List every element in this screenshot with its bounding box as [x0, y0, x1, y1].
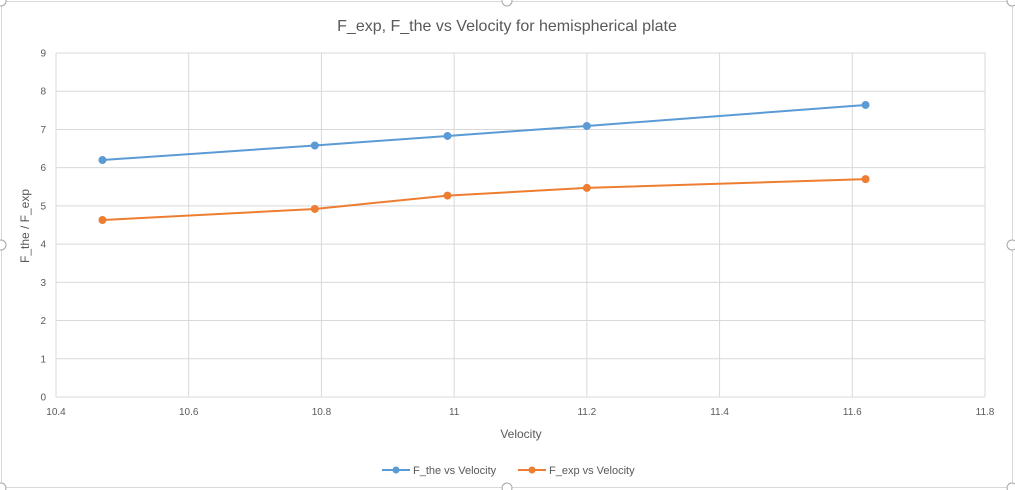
- y-tick-label: 5: [40, 201, 46, 212]
- legend-label: F_exp vs Velocity: [549, 465, 635, 477]
- y-tick-label: 6: [40, 163, 46, 174]
- legend: F_the vs Velocity F_exp vs Velocity: [382, 465, 635, 477]
- data-point: [582, 183, 591, 192]
- y-axis-label: F_the / F_exp: [18, 189, 32, 263]
- series-1: [98, 100, 870, 165]
- y-tick-label: 2: [40, 316, 46, 327]
- x-tick-label: 10.8: [312, 407, 332, 418]
- x-tick-labels: 10.4 10.6 10.8 11 11.2 11.4 11.6 11.8: [46, 407, 995, 418]
- data-point: [443, 131, 452, 140]
- data-point: [310, 141, 319, 150]
- y-tick-label: 0: [40, 393, 46, 404]
- resize-handle-top-right[interactable]: [1006, 0, 1015, 7]
- chart-title: F_exp, F_the vs Velocity for hemispheric…: [337, 18, 677, 35]
- y-tick-label: 1: [40, 354, 46, 365]
- y-tick-label: 4: [40, 240, 46, 251]
- x-tick-label: 10.6: [179, 407, 199, 418]
- series-2: [98, 175, 870, 225]
- data-point: [861, 100, 870, 109]
- series-layer: [98, 100, 870, 225]
- resize-handle-middle-left[interactable]: [0, 239, 7, 251]
- x-tick-label: 11.4: [710, 407, 729, 418]
- x-tick-label: 10.4: [46, 407, 66, 418]
- legend-item: F_exp vs Velocity: [518, 465, 635, 477]
- resize-handle-bottom-center[interactable]: [501, 482, 513, 490]
- data-point: [443, 191, 452, 200]
- data-point: [861, 175, 870, 184]
- y-tick-label: 9: [40, 49, 46, 60]
- grid-lines: [55, 52, 986, 398]
- data-point: [98, 156, 107, 165]
- x-tick-label: 11.6: [843, 407, 862, 418]
- data-point: [98, 216, 107, 225]
- resize-handle-top-left[interactable]: [0, 0, 7, 7]
- resize-handle-top-center[interactable]: [501, 0, 513, 7]
- y-tick-label: 3: [40, 278, 46, 289]
- y-tick-label: 8: [40, 87, 46, 98]
- legend-label: F_the vs Velocity: [413, 465, 497, 477]
- x-tick-label: 11.8: [976, 407, 995, 418]
- data-point: [310, 204, 319, 213]
- x-tick-label: 11.2: [577, 407, 596, 418]
- y-tick-label: 7: [40, 125, 46, 136]
- resize-handle-bottom-right[interactable]: [1006, 482, 1015, 490]
- resize-handle-bottom-left[interactable]: [0, 482, 7, 490]
- legend-item: F_the vs Velocity: [382, 465, 497, 477]
- data-point: [582, 122, 591, 131]
- x-tick-label: 11: [449, 407, 460, 418]
- legend-marker: [528, 466, 536, 474]
- x-axis-label: Velocity: [500, 427, 541, 441]
- legend-marker: [392, 466, 400, 474]
- resize-handle-middle-right[interactable]: [1006, 239, 1015, 251]
- y-tick-labels: 0 1 2 3 4 5 6 7 8 9: [40, 49, 46, 404]
